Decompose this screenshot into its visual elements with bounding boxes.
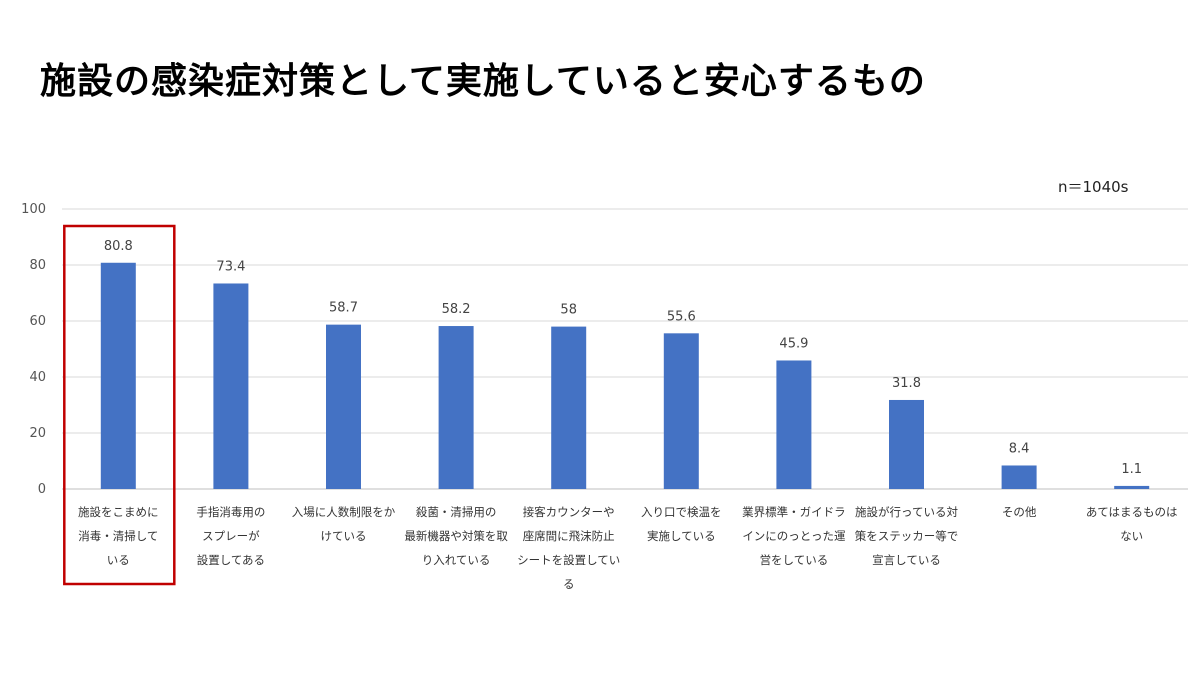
bar [213,283,249,489]
bar [551,326,587,489]
category-label: あてはまるものは [1086,505,1178,519]
category-label: 営をしている [760,553,829,567]
bar [889,399,924,489]
data-label: 58.2 [442,302,471,317]
category-label: 宣言している [872,553,941,567]
y-axis-ticks: 0 20 40 60 80 100 [21,202,46,497]
y-tick-label: 100 [21,202,46,217]
category-label: 施設が行っている対 [855,505,958,519]
data-label: 45.9 [779,336,808,351]
data-label: 55.6 [667,309,696,324]
bars [100,262,1150,489]
category-label: ない [1120,529,1143,543]
sample-size-note: n＝1040s [1058,178,1129,196]
category-label: 入場に人数制限をか [292,505,396,519]
y-tick-label: 20 [29,426,46,441]
bar [663,333,699,489]
category-label: 手指消毒用の [196,505,265,519]
bar [776,360,812,489]
category-label: 消毒・清掃して [78,529,158,543]
bar [326,324,361,489]
category-label: 接客カウンターや [523,505,615,519]
category-label: いる [107,553,130,567]
category-label: シートを設置してい [517,553,620,567]
category-label: 殺菌・清掃用の [416,505,497,519]
highlight [63,224,176,586]
category-label: スプレーが [202,529,260,543]
bar [1001,465,1037,489]
category-label: 最新機器や対策を取 [404,529,508,543]
data-label: 73.4 [216,259,245,274]
bar [1114,485,1150,489]
data-label: 58 [560,303,577,318]
y-tick-label: 80 [29,258,46,273]
gridlines [62,208,1188,490]
category-label: 策をステッカー等で [855,529,959,543]
category-label: インにのっとった運 [742,529,846,543]
highlight-box [63,224,176,586]
category-label: る [563,577,575,591]
y-tick-label: 40 [29,370,46,385]
y-tick-label: 60 [29,314,46,329]
category-label: 実施している [647,529,716,543]
data-label: 8.4 [1009,441,1030,456]
data-label: 31.8 [892,376,921,391]
category-label: 業界標準・ガイドラ [742,505,846,519]
category-label: その他 [1002,505,1037,519]
category-label: 施設をこまめに [78,505,159,519]
data-label: 58.7 [329,301,358,316]
page-title: 施設の感染症対策として実施していると安心するもの [40,61,926,102]
data-label: 1.1 [1121,462,1142,477]
data-label: 80.8 [104,239,133,254]
category-label: 座席間に飛沫防止 [523,529,615,543]
bar [100,262,136,489]
category-label: り入れている [422,553,491,567]
category-label: けている [321,529,367,543]
category-label: 入り口で検温を [641,505,722,519]
bar [438,326,474,489]
y-tick-label: 0 [38,482,46,497]
category-label: 設置してある [197,553,265,567]
data-labels: 80.8 73.4 58.7 58.2 58 55.6 45.9 31.8 8.4 1.1 [104,239,1142,477]
